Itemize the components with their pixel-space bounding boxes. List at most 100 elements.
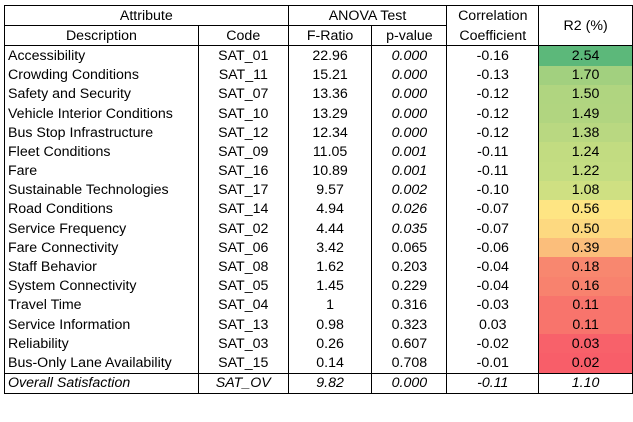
row-code: SAT_12 — [197, 123, 289, 143]
row-r2: 1.38 — [538, 123, 633, 143]
row-correlation: -0.11 — [446, 142, 540, 162]
row-p-value: 0.203 — [371, 257, 448, 277]
row-f-ratio: 0.14 — [287, 353, 373, 374]
row-description: Bus Stop Infrastructure — [4, 123, 199, 143]
row-p-value: 0.026 — [371, 199, 448, 220]
overall-code: SAT_OV — [197, 372, 289, 394]
row-correlation: -0.10 — [446, 180, 540, 200]
row-correlation: -0.16 — [446, 45, 540, 66]
row-r2: 0.18 — [538, 257, 633, 277]
row-code: SAT_09 — [197, 142, 289, 162]
row-f-ratio: 9.57 — [287, 180, 373, 200]
row-correlation: -0.04 — [446, 257, 540, 277]
row-r2: 0.56 — [538, 199, 633, 220]
row-p-value: 0.001 — [371, 161, 448, 181]
overall-correlation: -0.11 — [446, 372, 540, 394]
table-row: Safety and Security SAT_07 13.36 0.000 -0.12… — [4, 84, 633, 104]
row-code: SAT_06 — [197, 238, 289, 258]
row-code: SAT_11 — [197, 65, 289, 85]
row-correlation: -0.07 — [446, 219, 540, 239]
row-description: Sustainable Technologies — [4, 180, 199, 200]
row-description: Fleet Conditions — [4, 142, 199, 162]
table-row: Service Frequency SAT_02 4.44 0.035 -0.07 0.5… — [4, 219, 633, 239]
overall-p-value: 0.000 — [371, 372, 448, 394]
table-row: Bus Stop Infrastructure SAT_12 12.34 0.000-… — [4, 123, 633, 143]
table-row: Service Information SAT_13 0.98 0.323 0.03 0.… — [4, 315, 633, 335]
header-row-1: Attribute ANOVA Test Correlation R2 (%) — [4, 4, 633, 47]
correlation-header-line2: Coefficient — [446, 25, 540, 47]
row-description: Service Information — [4, 315, 199, 335]
row-correlation: -0.11 — [446, 161, 540, 181]
row-f-ratio: 4.94 — [287, 199, 373, 220]
overall-r2: 1.10 — [538, 372, 633, 394]
row-description: Safety and Security — [4, 84, 199, 104]
row-f-ratio: 1.62 — [287, 257, 373, 277]
table-row: Accessibility SAT_01 22.96 0.000 -0.16 2.54 — [4, 45, 633, 66]
row-code: SAT_02 — [197, 219, 289, 239]
row-description: Fare — [4, 161, 199, 181]
table-row: Fleet Conditions SAT_09 11.05 0.001 -0.11 1.2… — [4, 142, 633, 162]
row-description: Vehicle Interior Conditions — [4, 103, 199, 124]
row-code: SAT_17 — [197, 180, 289, 200]
anova-header: ANOVA Test — [287, 4, 448, 27]
row-description: Reliability — [4, 334, 199, 354]
row-r2: 1.22 — [538, 161, 633, 181]
row-p-value: 0.000 — [371, 45, 448, 66]
row-r2: 2.54 — [538, 45, 633, 66]
row-description: Accessibility — [4, 45, 199, 66]
f-ratio-header: F-Ratio — [287, 25, 373, 47]
row-r2: 1.24 — [538, 142, 633, 162]
table-row: Fare Connectivity SAT_06 3.42 0.065 -0.06 0.3… — [4, 238, 633, 258]
row-f-ratio: 0.98 — [287, 315, 373, 335]
table-body: Accessibility SAT_01 22.96 0.000 -0.16 2.54 Cr… — [4, 45, 633, 394]
row-description: Travel Time — [4, 295, 199, 315]
row-description: System Connectivity — [4, 276, 199, 296]
row-p-value: 0.000 — [371, 84, 448, 104]
correlation-header-line1: Correlation — [446, 4, 540, 26]
row-r2: 0.03 — [538, 334, 633, 354]
row-p-value: 0.000 — [371, 123, 448, 143]
row-r2: 1.08 — [538, 180, 633, 200]
row-code: SAT_07 — [197, 84, 289, 104]
row-r2: 0.39 — [538, 238, 633, 258]
table-row: Vehicle Interior Conditions SAT_10 13.29 0.… — [4, 103, 633, 124]
table-row: Road Conditions SAT_14 4.94 0.026 -0.07 0.56 — [4, 199, 633, 220]
row-code: SAT_15 — [197, 353, 289, 374]
row-r2: 0.16 — [538, 276, 633, 296]
row-r2: 1.70 — [538, 65, 633, 85]
row-description: Road Conditions — [4, 199, 199, 220]
row-correlation: -0.07 — [446, 199, 540, 220]
row-r2: 1.50 — [538, 84, 633, 104]
row-description: Fare Connectivity — [4, 238, 199, 258]
row-p-value: 0.035 — [371, 219, 448, 239]
table-row: Staff Behavior SAT_08 1.62 0.203 -0.04 0.18 — [4, 257, 633, 277]
row-code: SAT_08 — [197, 257, 289, 277]
overall-row: Overall Satisfaction SAT_OV 9.82 0.000 -… — [4, 372, 633, 394]
r2-header: R2 (%) — [538, 4, 633, 47]
table-row: Crowding Conditions SAT_11 15.21 0.000 -0.13… — [4, 65, 633, 85]
anova-results-table: Attribute ANOVA Test Correlation R2 (%) … — [4, 4, 633, 394]
row-p-value: 0.002 — [371, 180, 448, 200]
row-correlation: -0.13 — [446, 65, 540, 85]
row-p-value: 0.000 — [371, 103, 448, 124]
row-f-ratio: 3.42 — [287, 238, 373, 258]
row-p-value: 0.000 — [371, 65, 448, 85]
table-row: System Connectivity SAT_05 1.45 0.229 -0.04 0… — [4, 276, 633, 296]
row-f-ratio: 10.89 — [287, 161, 373, 181]
row-code: SAT_05 — [197, 276, 289, 296]
description-header: Description — [4, 25, 199, 47]
row-p-value: 0.708 — [371, 353, 448, 374]
row-correlation: 0.03 — [446, 315, 540, 335]
results-table-container: Attribute ANOVA Test Correlation R2 (%) … — [4, 4, 633, 394]
row-f-ratio: 12.34 — [287, 123, 373, 143]
row-f-ratio: 1.45 — [287, 276, 373, 296]
code-header: Code — [197, 25, 289, 47]
table-row: Travel Time SAT_04 1 0.316 -0.03 0.11 — [4, 295, 633, 315]
row-correlation: -0.06 — [446, 238, 540, 258]
row-p-value: 0.065 — [371, 238, 448, 258]
row-correlation: -0.01 — [446, 353, 540, 374]
row-correlation: -0.02 — [446, 334, 540, 354]
row-correlation: -0.03 — [446, 295, 540, 315]
row-f-ratio: 22.96 — [287, 45, 373, 66]
row-code: SAT_10 — [197, 103, 289, 124]
